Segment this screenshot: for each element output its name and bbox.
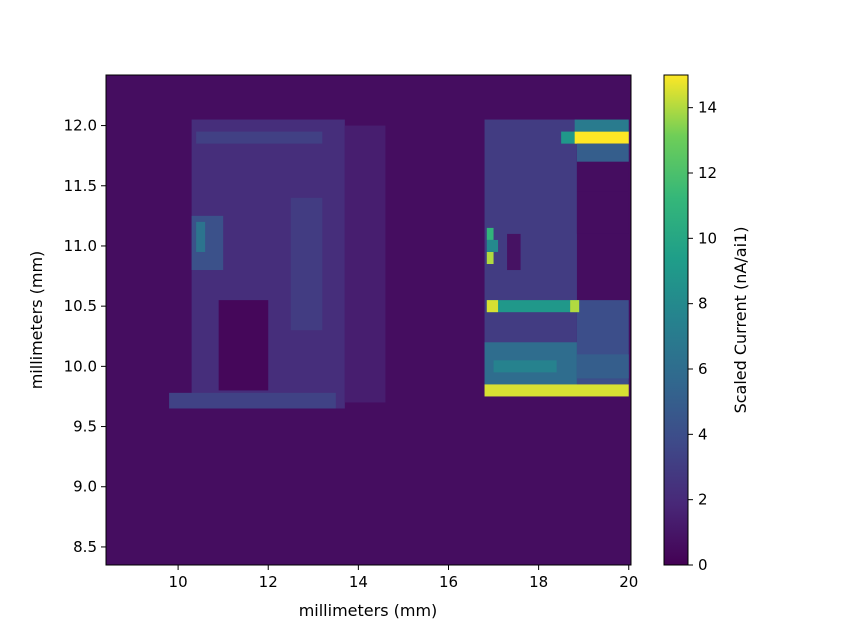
x-tick-label: 18 xyxy=(529,573,548,591)
x-axis-label: millimeters (mm) xyxy=(299,601,438,620)
heatmap-region-2 xyxy=(196,221,206,252)
colorbar-tick-label: 14 xyxy=(698,99,717,117)
heatmap-region-23 xyxy=(576,143,629,162)
heatmap-region-21 xyxy=(574,131,629,144)
heatmap-cells xyxy=(106,75,631,565)
y-tick-label: 11.5 xyxy=(64,177,97,195)
heatmap-region-4 xyxy=(218,300,269,391)
colorbar-tick-label: 6 xyxy=(698,360,708,378)
colorbar-axis: 0 2 4 6 8 10 12 14 xyxy=(688,99,717,574)
y-tick-label: 9.5 xyxy=(73,418,97,436)
heatmap-region-5 xyxy=(344,125,386,403)
y-axis-label: millimeters (mm) xyxy=(27,251,46,390)
colorbar-tick-label: 8 xyxy=(698,295,708,313)
y-tick-label: 10.5 xyxy=(64,297,97,315)
heatmap-region-18 xyxy=(486,300,499,313)
y-tick-label: 12.0 xyxy=(64,117,97,135)
x-tick-label: 20 xyxy=(619,573,638,591)
x-tick-label: 14 xyxy=(349,573,368,591)
y-tick-label: 10.0 xyxy=(64,357,97,375)
plot-frame xyxy=(105,74,632,566)
heatmap-region-7 xyxy=(169,392,336,409)
colorbar-tick-label: 4 xyxy=(698,425,708,443)
heatmap-region-12 xyxy=(576,354,629,379)
heatmap-region-25 xyxy=(486,251,494,265)
colorbar-tick-label: 12 xyxy=(698,164,717,182)
colorbar xyxy=(663,74,689,566)
y-tick-label: 11.0 xyxy=(64,237,97,255)
x-tick-label: 10 xyxy=(169,573,188,591)
y-axis: 8.5 9.0 9.5 10.0 10.5 11.0 11.5 12.0 xyxy=(64,117,106,556)
heatmap-region-16 xyxy=(484,384,629,397)
heatmap-region-3 xyxy=(290,197,323,331)
y-tick-label: 8.5 xyxy=(73,538,97,556)
x-axis: 10 12 14 16 18 20 xyxy=(169,565,638,591)
heatmap-region-15 xyxy=(507,233,521,271)
colorbar-label: Scaled Current (nA/ai1) xyxy=(731,227,750,414)
heatmap-region-24 xyxy=(486,227,494,240)
heatmap-region-10 xyxy=(493,360,557,373)
colorbar-tick-label: 2 xyxy=(698,491,708,509)
colorbar-tick-label: 0 xyxy=(698,556,708,574)
heatmap-region-14 xyxy=(576,191,629,234)
colorbar-tick-label: 10 xyxy=(698,229,717,247)
heatmap-region-19 xyxy=(570,300,580,313)
x-tick-label: 16 xyxy=(439,573,458,591)
x-tick-label: 12 xyxy=(259,573,278,591)
heatmap-region-26 xyxy=(486,239,499,252)
heatmap-region-17 xyxy=(486,300,580,313)
heatmap-region-6 xyxy=(196,131,323,144)
heatmap-region-22 xyxy=(574,119,629,132)
y-tick-label: 9.0 xyxy=(73,478,97,496)
